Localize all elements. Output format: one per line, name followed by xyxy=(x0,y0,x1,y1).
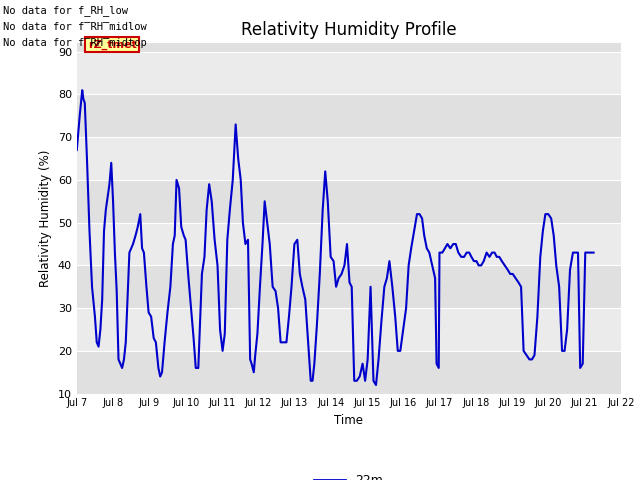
Bar xyxy=(77,137,621,180)
Bar xyxy=(77,308,621,351)
Bar xyxy=(77,351,621,394)
Bar xyxy=(77,223,621,265)
Bar xyxy=(77,265,621,308)
Bar xyxy=(77,43,621,52)
Text: No data for f̅RH̅midlow: No data for f̅RH̅midlow xyxy=(3,22,147,32)
Text: rZ_tmet: rZ_tmet xyxy=(88,39,136,49)
Bar xyxy=(77,95,621,137)
Text: No data for f̅RH̅midtop: No data for f̅RH̅midtop xyxy=(3,38,147,48)
Title: Relativity Humidity Profile: Relativity Humidity Profile xyxy=(241,21,456,39)
Legend: 22m: 22m xyxy=(309,469,388,480)
Y-axis label: Relativity Humidity (%): Relativity Humidity (%) xyxy=(39,150,52,287)
Bar xyxy=(77,180,621,223)
Bar xyxy=(77,52,621,95)
X-axis label: Time: Time xyxy=(334,414,364,427)
Text: No data for f_RH_low: No data for f_RH_low xyxy=(3,5,128,16)
